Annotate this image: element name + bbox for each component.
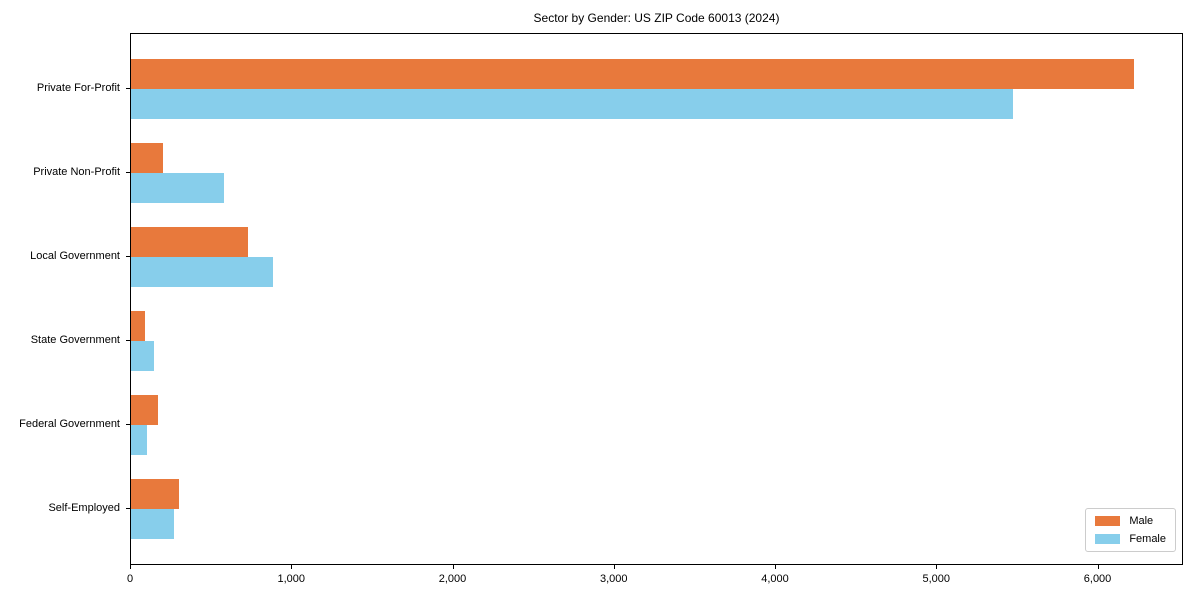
bar-male	[131, 395, 159, 425]
x-tick-mark	[775, 565, 777, 569]
bar-group-3	[131, 227, 1182, 287]
x-tick-label: 2,000	[438, 573, 467, 585]
legend-swatch-female	[1095, 534, 1121, 544]
x-tick-mark	[1097, 565, 1099, 569]
bar-male	[131, 59, 1134, 89]
x-tick-mark	[291, 565, 293, 569]
bar-female	[131, 341, 154, 371]
legend-item-female: Female	[1095, 533, 1166, 545]
x-tick-label: 5,000	[922, 573, 951, 585]
y-category-label: Self-Employed	[48, 502, 120, 514]
bar-group-1	[131, 59, 1182, 119]
bar-male	[131, 227, 249, 257]
y-category-label: Private Non-Profit	[33, 166, 120, 178]
plot-area: Male Female	[130, 33, 1183, 565]
bar-male	[131, 311, 146, 341]
x-tick-label: 4,000	[761, 573, 789, 585]
legend-swatch-male	[1095, 516, 1121, 526]
x-tick-mark	[452, 565, 454, 569]
x-tick-mark	[130, 565, 131, 569]
x-tick-label: 6,000	[1083, 573, 1112, 585]
x-tick-label: 3,000	[600, 573, 628, 585]
bar-female	[131, 89, 1013, 119]
y-category-label: Federal Government	[19, 418, 120, 430]
bar-group-4	[131, 311, 1182, 371]
legend-item-male: Male	[1095, 515, 1166, 527]
bar-group-2	[131, 143, 1182, 203]
bar-female	[131, 425, 148, 455]
bar-female	[131, 509, 174, 539]
x-tick-label: 1,000	[277, 573, 306, 585]
y-tick-mark	[126, 256, 130, 257]
y-tick-mark	[126, 172, 130, 173]
y-category-label: State Government	[30, 334, 120, 346]
bar-male	[131, 479, 180, 509]
x-tick-mark	[613, 565, 615, 569]
bar-male	[131, 143, 164, 173]
y-tick-mark	[126, 508, 130, 509]
bar-group-5	[131, 395, 1182, 455]
y-tick-mark	[126, 340, 130, 341]
y-tick-mark	[126, 88, 130, 89]
y-category-label: Private For-Profit	[36, 82, 120, 94]
legend-label: Female	[1129, 533, 1166, 545]
x-tick-mark	[936, 565, 938, 569]
y-tick-mark	[126, 424, 130, 425]
bar-female	[131, 257, 273, 287]
legend: Male Female	[1085, 508, 1176, 552]
y-category-label: Local Government	[30, 250, 120, 262]
legend-label: Male	[1129, 515, 1154, 527]
bar-group-6	[131, 479, 1182, 539]
x-tick-label: 0	[126, 573, 134, 585]
bar-female	[131, 173, 225, 203]
chart-title: Sector by Gender: US ZIP Code 60013 (202…	[533, 11, 780, 25]
